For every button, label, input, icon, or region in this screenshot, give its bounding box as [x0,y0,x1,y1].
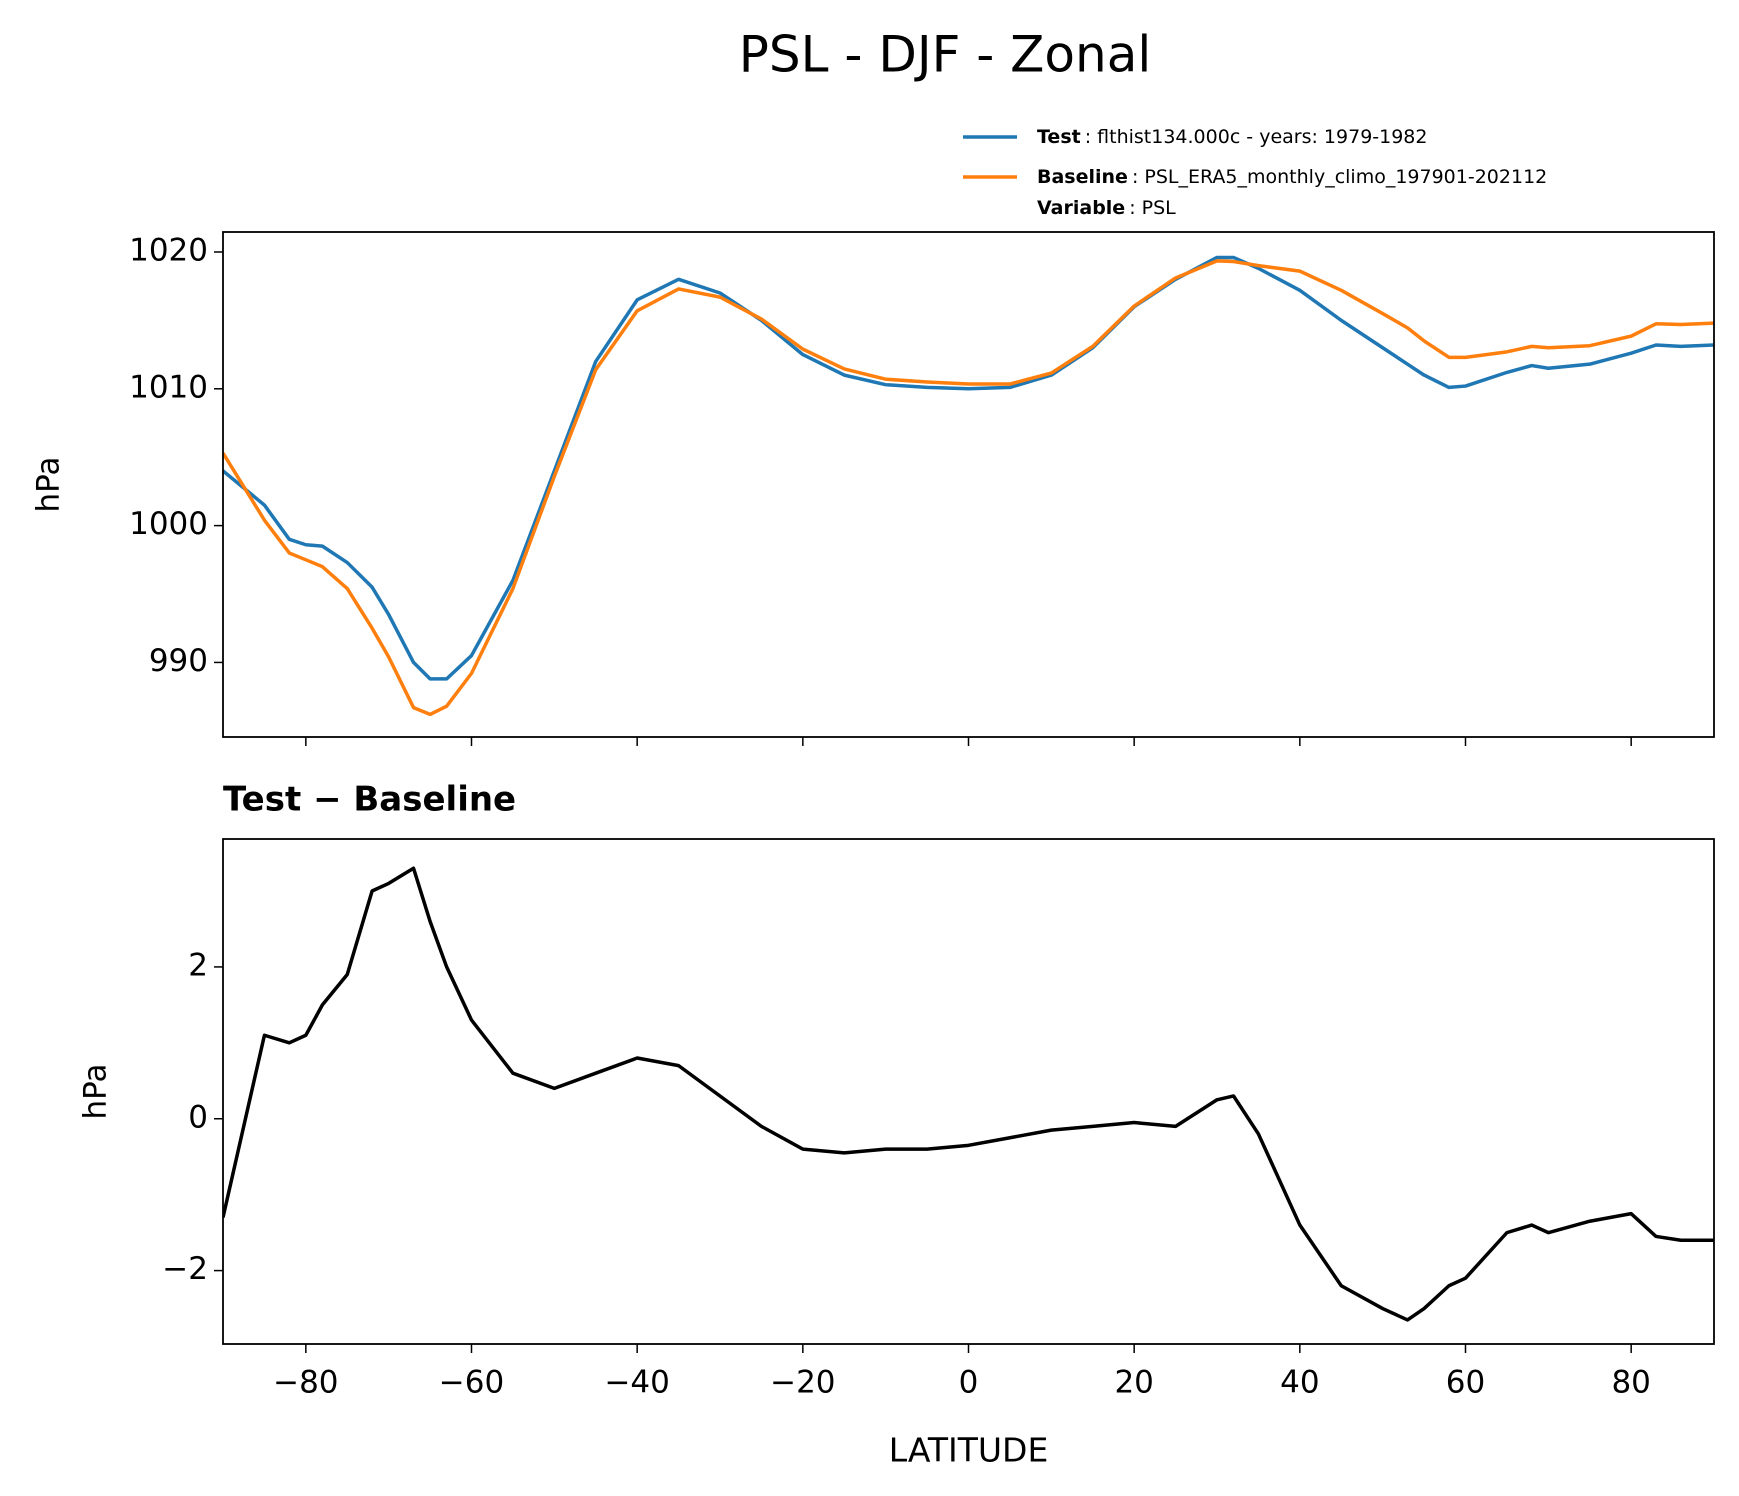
legend-detail: : flthist134.000c - years: 1979-1982 [1085,126,1428,148]
x-tick-label: 0 [959,1365,979,1401]
x-tick-label: 40 [1280,1365,1319,1401]
legend-detail: : PSL_ERA5_monthly_climo_197901-202112 [1132,166,1547,188]
y-tick-label: −2 [162,1251,208,1287]
y-tick-label: 990 [149,643,208,679]
chart-title: PSL - DJF - Zonal [739,26,1151,84]
plot-frame [222,838,1715,1345]
legend-entry: Baseline: PSL_ERA5_monthly_climo_197901-… [1037,166,1547,188]
series-line [223,259,1714,717]
legend-note-text: : PSL [1129,197,1176,219]
legend-note-label: Variable [1037,197,1125,219]
panel-title: Test − Baseline [223,780,516,820]
x-axis-label: LATITUDE [889,1431,1049,1470]
x-tick-label: −80 [273,1365,338,1401]
y-tick-label: 0 [188,1099,208,1135]
x-tick-label: −60 [439,1365,504,1401]
x-tick-label: 20 [1114,1365,1153,1401]
x-tick-label: −20 [770,1365,835,1401]
legend-entry: Test: flthist134.000c - years: 1979-1982 [1037,126,1428,148]
y-tick-label: 2 [188,947,208,983]
y-tick-label: 1010 [129,369,208,405]
y-axis-label: hPa [31,457,67,513]
legend-note: Variable: PSL [1037,197,1176,219]
y-axis-label: hPa [78,1064,114,1120]
plot-frame [222,231,1715,738]
series-line [223,255,1714,681]
x-tick-label: 80 [1611,1365,1650,1401]
x-tick-label: 60 [1446,1365,1485,1401]
y-tick-label: 1020 [129,232,208,268]
legend-name: Test [1037,126,1081,148]
legend-name: Baseline [1037,166,1128,188]
x-tick-label: −40 [604,1365,669,1401]
y-tick-label: 1000 [129,506,208,542]
series-line [223,866,1714,1322]
